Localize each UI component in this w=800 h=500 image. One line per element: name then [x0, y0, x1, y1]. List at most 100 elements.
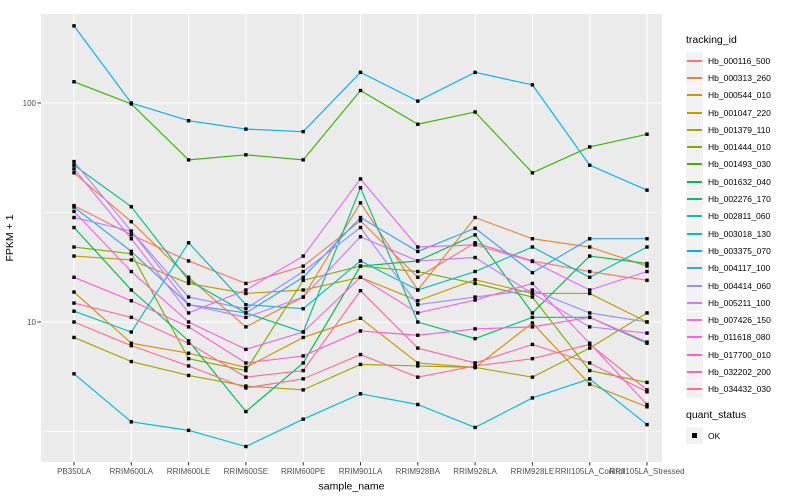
legend-item-label: Hb_005211_100: [708, 297, 771, 308]
data-point-Hb_001444_010: [72, 245, 76, 249]
data-point-Hb_001047_220: [72, 254, 76, 258]
data-point-Hb_001444_010: [244, 368, 248, 373]
legend-item-Hb_001493_030: Hb_001493_030: [686, 155, 798, 173]
x-tick-label: RRIM928LA: [453, 467, 497, 476]
data-point-Hb_005211_100: [301, 295, 305, 299]
legend-item-Hb_007426_150: Hb_007426_150: [686, 311, 798, 329]
data-point-Hb_001493_030: [358, 88, 363, 93]
data-point-Hb_000544_010: [358, 316, 363, 320]
data-point-Hb_032202_200: [301, 368, 305, 373]
data-point-Hb_000116_500: [301, 264, 305, 268]
data-point-Hb_034432_030: [72, 320, 76, 324]
data-point-Hb_001493_030: [186, 158, 191, 162]
legend-item-label: Hb_011618_080: [708, 332, 771, 343]
legend-line-swatch: [687, 353, 702, 356]
data-point-Hb_002276_170: [416, 320, 420, 324]
legend-key-swatch: [686, 277, 703, 294]
data-point-Hb_000116_500: [588, 269, 592, 274]
data-point-Hb_002276_170: [186, 278, 191, 283]
data-point-Hb_001444_010: [588, 368, 592, 373]
data-point-Hb_034432_030: [358, 352, 363, 357]
legend-key-swatch: [686, 190, 703, 208]
legend-item-label: Hb_034432_030: [708, 384, 771, 395]
data-point-Hb_000313_260: [645, 264, 649, 268]
data-point-Hb_002276_170: [358, 186, 363, 190]
data-point-Hb_000313_260: [588, 245, 592, 249]
data-point-Hb_000313_260: [244, 325, 248, 329]
legend-item-Hb_017700_010: Hb_017700_010: [686, 346, 798, 364]
data-point-Hb_000116_500: [358, 219, 363, 223]
legend-items-quant-status: OK: [686, 427, 798, 445]
legend-line-swatch: [687, 111, 702, 114]
data-point-Hb_003375_070: [129, 101, 133, 105]
legend-item-label: Hb_017700_010: [708, 349, 771, 360]
data-point-Hb_001493_030: [530, 171, 535, 175]
data-point-Hb_001379_110: [645, 311, 649, 315]
data-point-Hb_001444_010: [530, 295, 535, 299]
data-point-Hb_004117_100: [301, 275, 305, 279]
legend-title-quant-status: quant_status: [686, 408, 747, 421]
x-tick-label: RRII105LA_Control: [555, 467, 625, 476]
data-point-Hb_034432_030: [244, 386, 248, 390]
data-point-Hb_034432_030: [588, 342, 592, 347]
legend-key-swatch: [686, 86, 703, 104]
data-point-Hb_007426_150: [358, 177, 363, 181]
data-point-Hb_007426_150: [72, 167, 76, 171]
legend-line-swatch: [687, 215, 702, 218]
data-point-Hb_002811_060: [416, 288, 420, 292]
data-point-Hb_000116_500: [244, 281, 248, 286]
data-point-Hb_017700_010: [72, 275, 76, 279]
data-point-Hb_003018_130: [244, 444, 248, 449]
data-point-Hb_001444_010: [416, 269, 420, 274]
data-point-Hb_003018_130: [129, 420, 133, 424]
legend-item-Hb_001632_040: Hb_001632_040: [686, 173, 798, 191]
plot-panel: [41, 14, 662, 462]
data-point-Hb_003018_130: [72, 372, 76, 376]
data-point-Hb_001632_040: [244, 409, 248, 414]
legend-line-swatch: [687, 249, 702, 252]
data-point-Hb_017700_010: [473, 327, 477, 331]
x-tick-label: RRIM901LA: [339, 467, 383, 476]
data-point-Hb_004117_100: [645, 237, 649, 241]
data-point-Hb_005211_100: [530, 291, 535, 296]
data-point-Hb_001379_110: [72, 335, 76, 340]
x-tick-label: RRIM600SE: [224, 467, 268, 476]
data-point-Hb_000544_010: [129, 341, 133, 345]
data-point-Hb_001047_220: [244, 291, 248, 296]
data-point-Hb_011618_080: [473, 298, 477, 302]
data-point-Hb_032202_200: [186, 341, 191, 345]
data-point-Hb_032202_200: [473, 361, 477, 365]
data-point-Hb_003375_070: [72, 24, 76, 28]
legend-line-swatch: [687, 180, 702, 183]
legend-line-swatch: [687, 76, 702, 79]
data-point-Hb_001493_030: [72, 80, 76, 84]
data-point-Hb_000544_010: [186, 351, 191, 355]
legend-key-swatch: [686, 242, 703, 260]
data-point-Hb_011618_080: [645, 402, 649, 407]
data-point-Hb_003375_070: [588, 163, 592, 167]
legend-key-swatch: [686, 225, 703, 243]
data-point-Hb_017700_010: [530, 325, 535, 329]
legend-item-label: Hb_004117_100: [708, 263, 771, 274]
data-point-Hb_003375_070: [645, 188, 649, 192]
legend-item-label: OK: [708, 430, 721, 441]
data-point-Hb_004414_060: [530, 288, 535, 292]
data-point-Hb_011618_080: [186, 320, 191, 324]
legend-item-label: Hb_007426_150: [708, 315, 771, 326]
legend-line-swatch: [687, 336, 702, 339]
x-axis-title: sample_name: [319, 481, 385, 493]
legend-item-Hb_011618_080: Hb_011618_080: [686, 328, 798, 346]
data-point-Hb_003375_070: [530, 83, 535, 87]
data-point-Hb_001632_040: [186, 339, 191, 343]
legend-line-swatch: [687, 128, 702, 131]
legend-key-swatch: [686, 328, 703, 346]
data-point-Hb_000544_010: [72, 290, 76, 294]
legend-line-swatch: [687, 146, 702, 149]
data-point-Hb_004117_100: [358, 215, 363, 220]
data-point-Hb_017700_010: [186, 325, 191, 329]
legend-item-label: Hb_002811_060: [708, 211, 771, 222]
legend-item-label: Hb_000116_500: [708, 55, 771, 66]
data-point-Hb_001379_110: [358, 362, 363, 367]
data-point-Hb_032202_200: [358, 288, 363, 293]
data-point-Hb_001047_220: [129, 258, 133, 262]
